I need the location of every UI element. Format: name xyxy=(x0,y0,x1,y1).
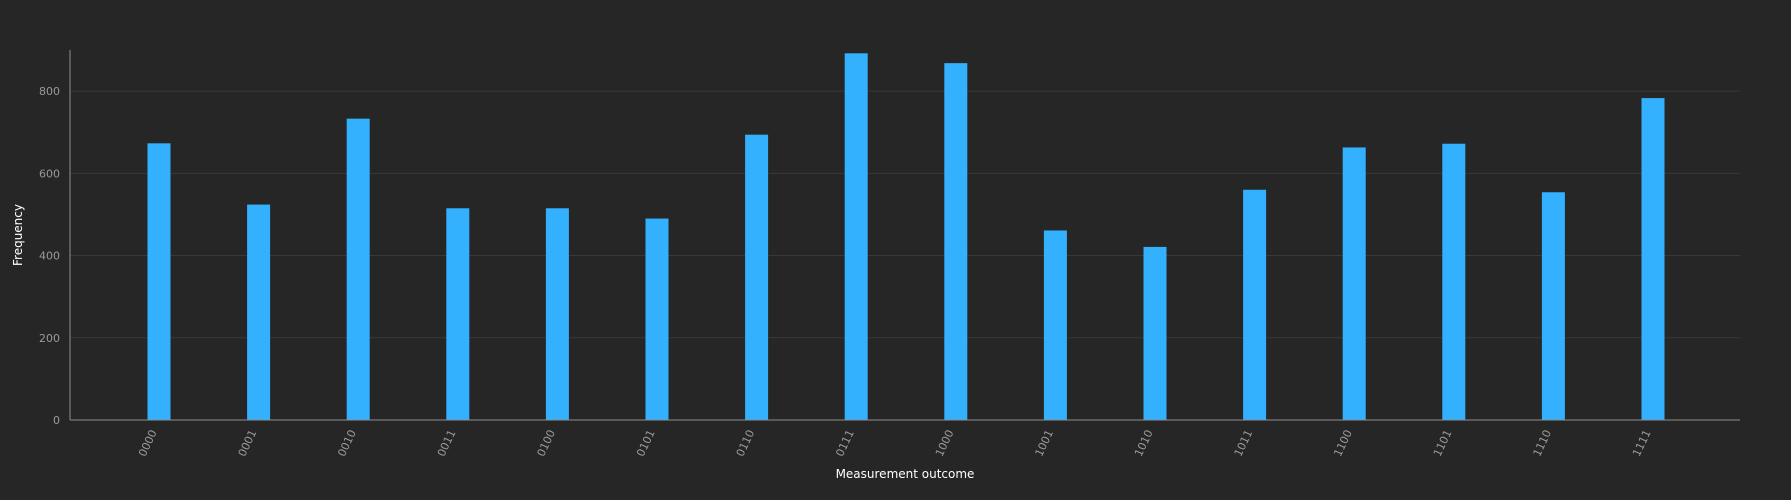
x-tick-label: 0000 xyxy=(136,428,160,459)
bar-0111 xyxy=(844,53,868,421)
bar-1011 xyxy=(1243,189,1267,420)
bar-1000 xyxy=(944,63,968,421)
bar-0000 xyxy=(147,143,171,421)
bar-1100 xyxy=(1342,147,1366,420)
x-tick-label: 0101 xyxy=(634,428,658,459)
grid-lines xyxy=(70,90,1740,339)
bar-0100 xyxy=(545,208,569,420)
x-tick-label: 1101 xyxy=(1431,428,1455,459)
axes xyxy=(69,50,1740,421)
x-tick-labels: 0000 0001 0010 0011 0100 0101 0110 0111 1000 1001… xyxy=(136,428,1654,459)
bars xyxy=(147,53,1665,421)
bar-0101 xyxy=(645,218,669,420)
x-tick-label: 1000 xyxy=(933,428,957,459)
y-tick-label: 0 xyxy=(53,414,60,427)
x-tick-label: 1111 xyxy=(1630,428,1654,459)
x-tick-label: 0110 xyxy=(734,428,758,459)
y-tick-labels: 0 200 400 600 800 xyxy=(39,85,60,427)
bar-1001 xyxy=(1043,230,1067,420)
x-tick-label: 1001 xyxy=(1033,428,1057,459)
bar-0001 xyxy=(247,204,271,420)
x-axis-title: Measurement outcome xyxy=(836,467,975,481)
y-tick-label: 600 xyxy=(39,167,60,180)
x-tick-label: 1010 xyxy=(1132,428,1156,459)
x-tick-label: 1110 xyxy=(1531,428,1555,459)
x-tick-label: 0100 xyxy=(535,428,559,459)
bar-0110 xyxy=(745,134,769,420)
bar-0011 xyxy=(446,208,470,420)
bar-1110 xyxy=(1541,192,1565,420)
y-tick-label: 200 xyxy=(39,332,60,345)
x-tick-label: 0011 xyxy=(435,428,459,459)
x-tick-label: 0010 xyxy=(335,428,359,459)
bar-1111 xyxy=(1641,98,1665,420)
x-tick-label: 0111 xyxy=(833,428,857,459)
y-tick-label: 800 xyxy=(39,85,60,98)
bar-0010 xyxy=(346,118,370,421)
y-axis-title: Frequency xyxy=(11,204,25,266)
bar-1010 xyxy=(1143,246,1167,420)
bar-1101 xyxy=(1442,143,1466,420)
y-tick-label: 400 xyxy=(39,250,60,263)
x-tick-label: 0001 xyxy=(236,428,260,459)
x-tick-label: 1100 xyxy=(1331,428,1355,459)
x-tick-label: 1011 xyxy=(1232,428,1256,459)
